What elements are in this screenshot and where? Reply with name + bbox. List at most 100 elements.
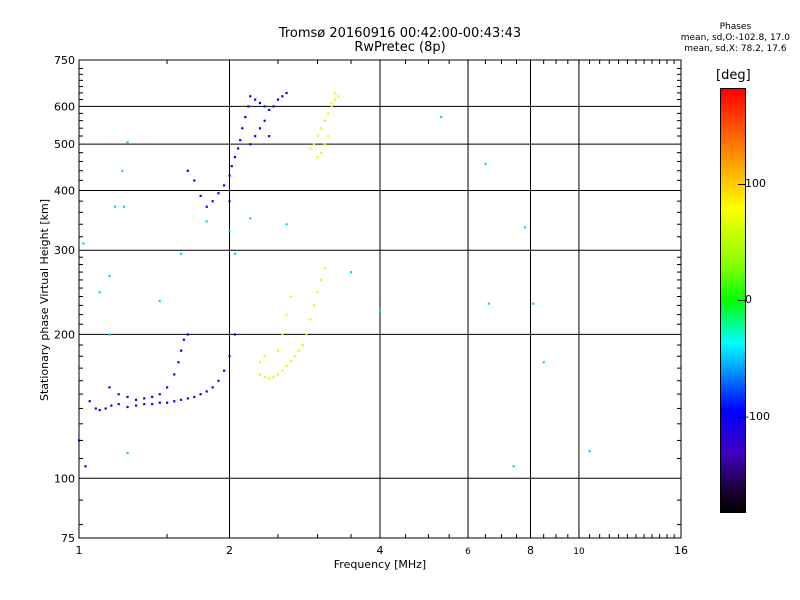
data-point xyxy=(285,313,288,316)
data-point xyxy=(249,143,252,146)
data-point xyxy=(193,179,196,182)
data-point xyxy=(151,403,154,406)
x-tick-label: 8 xyxy=(527,544,534,557)
x-tick-label: 2 xyxy=(226,544,233,557)
data-point xyxy=(173,373,176,376)
phase-stats-label: Phases xyxy=(719,22,752,32)
data-point xyxy=(258,127,262,130)
phase-stats-o: mean, sd,O:-102.8, 17.0 xyxy=(680,33,790,43)
data-point xyxy=(228,355,231,358)
data-point xyxy=(117,393,120,396)
data-point xyxy=(254,135,257,138)
data-point xyxy=(323,267,326,270)
data-point xyxy=(186,333,189,336)
data-point xyxy=(289,295,292,298)
data-point xyxy=(211,200,214,203)
data-point xyxy=(247,105,250,108)
data-point xyxy=(249,217,252,220)
data-point xyxy=(193,395,196,399)
data-point xyxy=(98,408,101,412)
data-point xyxy=(258,101,262,105)
y-tick-label: 400 xyxy=(54,184,75,197)
data-point xyxy=(158,401,161,404)
data-point xyxy=(108,274,111,278)
data-point xyxy=(316,135,319,138)
data-point xyxy=(166,386,169,389)
y-tick-label: 600 xyxy=(54,100,75,113)
data-point xyxy=(211,386,214,389)
data-point xyxy=(94,407,97,410)
data-point xyxy=(281,333,284,336)
colorbar-tick-label: 0 xyxy=(745,293,752,306)
data-point xyxy=(134,398,138,401)
data-point xyxy=(241,127,244,130)
data-point xyxy=(524,226,527,229)
data-point xyxy=(126,141,129,144)
data-point xyxy=(82,242,85,245)
x-tick-label: 6 xyxy=(465,547,471,557)
data-point xyxy=(173,400,176,403)
data-point xyxy=(276,98,280,101)
x-axis-label: Frequency [MHz] xyxy=(334,558,426,571)
data-point xyxy=(254,98,257,101)
data-point xyxy=(532,302,535,305)
data-point xyxy=(440,115,443,119)
y-tick-label: 75 xyxy=(61,532,75,545)
phase-stats: Phases mean, sd,O:-102.8, 17.0 mean, sd,… xyxy=(681,22,790,55)
data-point xyxy=(180,349,183,352)
data-point xyxy=(512,465,515,468)
y-tick-label: 750 xyxy=(54,54,75,67)
data-point xyxy=(263,105,266,108)
data-point xyxy=(588,450,591,453)
data-point xyxy=(309,318,312,321)
data-point xyxy=(230,165,233,168)
data-point xyxy=(186,169,189,172)
data-point xyxy=(263,355,266,358)
y-tick-label: 100 xyxy=(54,472,75,485)
x-tick-label: 16 xyxy=(674,544,688,557)
data-point xyxy=(134,404,138,407)
data-point xyxy=(228,200,231,203)
data-point xyxy=(143,397,146,400)
data-point xyxy=(199,194,202,197)
data-point xyxy=(268,377,271,380)
colorbar-tick-100 xyxy=(738,184,745,185)
data-point xyxy=(484,162,487,165)
data-point xyxy=(320,151,323,154)
data-point xyxy=(281,95,284,98)
data-point xyxy=(320,278,323,282)
data-point xyxy=(108,333,111,336)
data-point xyxy=(217,379,220,382)
data-point xyxy=(323,143,326,146)
data-point xyxy=(268,135,271,138)
data-point xyxy=(228,174,231,177)
y-tick-label: 200 xyxy=(54,328,75,341)
data-point xyxy=(199,393,202,396)
data-point xyxy=(258,361,262,364)
chart-subtitle: RwPretec (8p) xyxy=(354,40,446,55)
data-point xyxy=(309,147,312,150)
data-point xyxy=(323,119,326,122)
data-point xyxy=(84,465,87,468)
data-point xyxy=(263,375,266,379)
data-point xyxy=(108,386,111,389)
data-point xyxy=(258,373,262,376)
data-point xyxy=(117,403,120,406)
colorbar-tick-label: 100 xyxy=(745,177,766,190)
data-point xyxy=(289,359,292,363)
x-tick-label: 10 xyxy=(573,547,585,557)
data-point xyxy=(223,184,226,187)
data-point xyxy=(316,291,319,294)
data-point xyxy=(177,361,180,364)
data-point xyxy=(327,135,330,138)
data-point xyxy=(337,95,340,98)
data-point xyxy=(333,98,337,101)
data-point xyxy=(158,299,161,303)
data-point xyxy=(205,205,208,208)
data-point xyxy=(126,405,129,409)
colorbar-title: [deg] xyxy=(716,68,751,83)
data-point xyxy=(233,252,237,255)
data-point xyxy=(143,403,146,406)
data-point xyxy=(263,119,266,122)
